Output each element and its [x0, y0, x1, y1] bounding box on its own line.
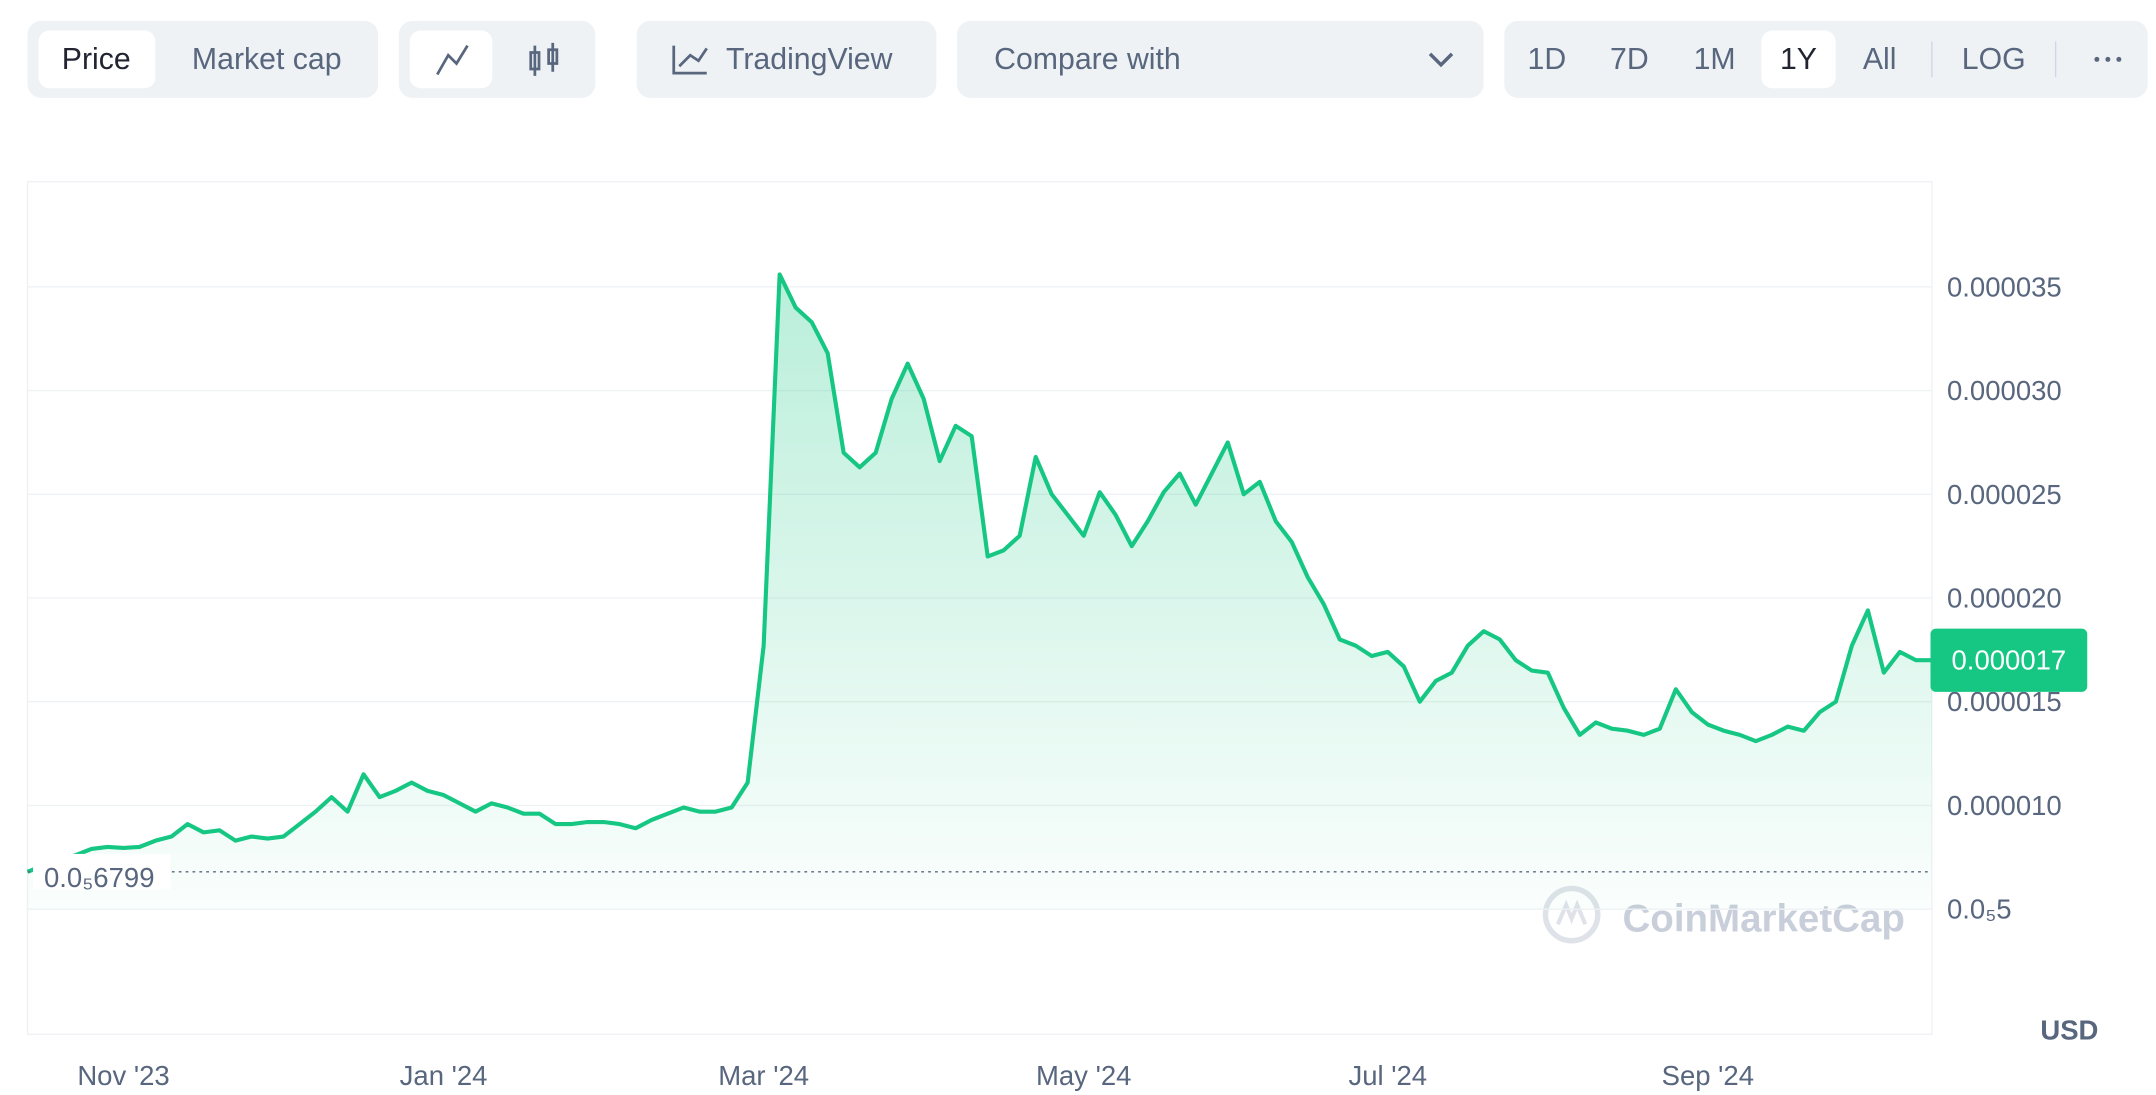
chevron[interactable]: [1428, 52, 1454, 68]
price-button[interactable]: [38, 30, 156, 89]
x-tick-label: May '24: [1036, 1060, 1131, 1091]
price-line: [26, 272, 1932, 874]
line-icon[interactable]: [436, 44, 469, 76]
compare-dropdown[interactable]: [957, 20, 1484, 98]
candle-icon[interactable]: [529, 42, 559, 76]
log-button[interactable]: LOG: [1962, 43, 2026, 76]
range-button[interactable]: 1M: [1694, 43, 1736, 76]
y-tick-label: 0.000020: [1947, 582, 2062, 613]
area: [27, 274, 1932, 910]
y-tick-label: 0.0₅5: [1947, 894, 2012, 925]
tradingview-button[interactable]: [636, 20, 937, 98]
plot-frame: [26, 181, 1933, 1035]
x-tick-label: Nov '23: [77, 1060, 169, 1091]
tv-icon: [672, 45, 707, 75]
tv-icon: [678, 47, 708, 68]
more-button[interactable]: [2094, 56, 2122, 62]
current-price-label: 0.000017: [1952, 645, 2067, 676]
x-tick-label: Jul '24: [1348, 1060, 1427, 1091]
range-button[interactable]: 1Y: [1780, 43, 1817, 76]
range-active[interactable]: [1761, 30, 1836, 89]
range-button[interactable]: 7D: [1610, 43, 1649, 76]
min-price-label: 0.0₅6799: [44, 862, 154, 893]
range-button[interactable]: 1D: [1528, 43, 1567, 76]
tradingview-label[interactable]: TradingView: [726, 43, 893, 76]
compare-label[interactable]: Compare with: [994, 43, 1181, 76]
currency-label: USD: [2040, 1015, 2098, 1046]
y-tick-label: 0.000010: [1947, 790, 2062, 821]
y-tick-label: 0.000025: [1947, 479, 2062, 510]
current-price-tag: [1930, 628, 2088, 692]
range-button[interactable]: All: [1863, 43, 1897, 76]
market-cap-button[interactable]: Market cap: [192, 43, 342, 76]
price-label[interactable]: Price: [62, 43, 131, 76]
y-tick-label: 0.000035: [1947, 271, 2062, 302]
x-tick-label: Mar '24: [718, 1060, 809, 1091]
min-price-box: [33, 853, 171, 890]
x-tick-label: Sep '24: [1662, 1060, 1754, 1091]
x-tick-label: Jan '24: [400, 1060, 488, 1091]
y-tick-label: 0.000030: [1947, 375, 2062, 406]
